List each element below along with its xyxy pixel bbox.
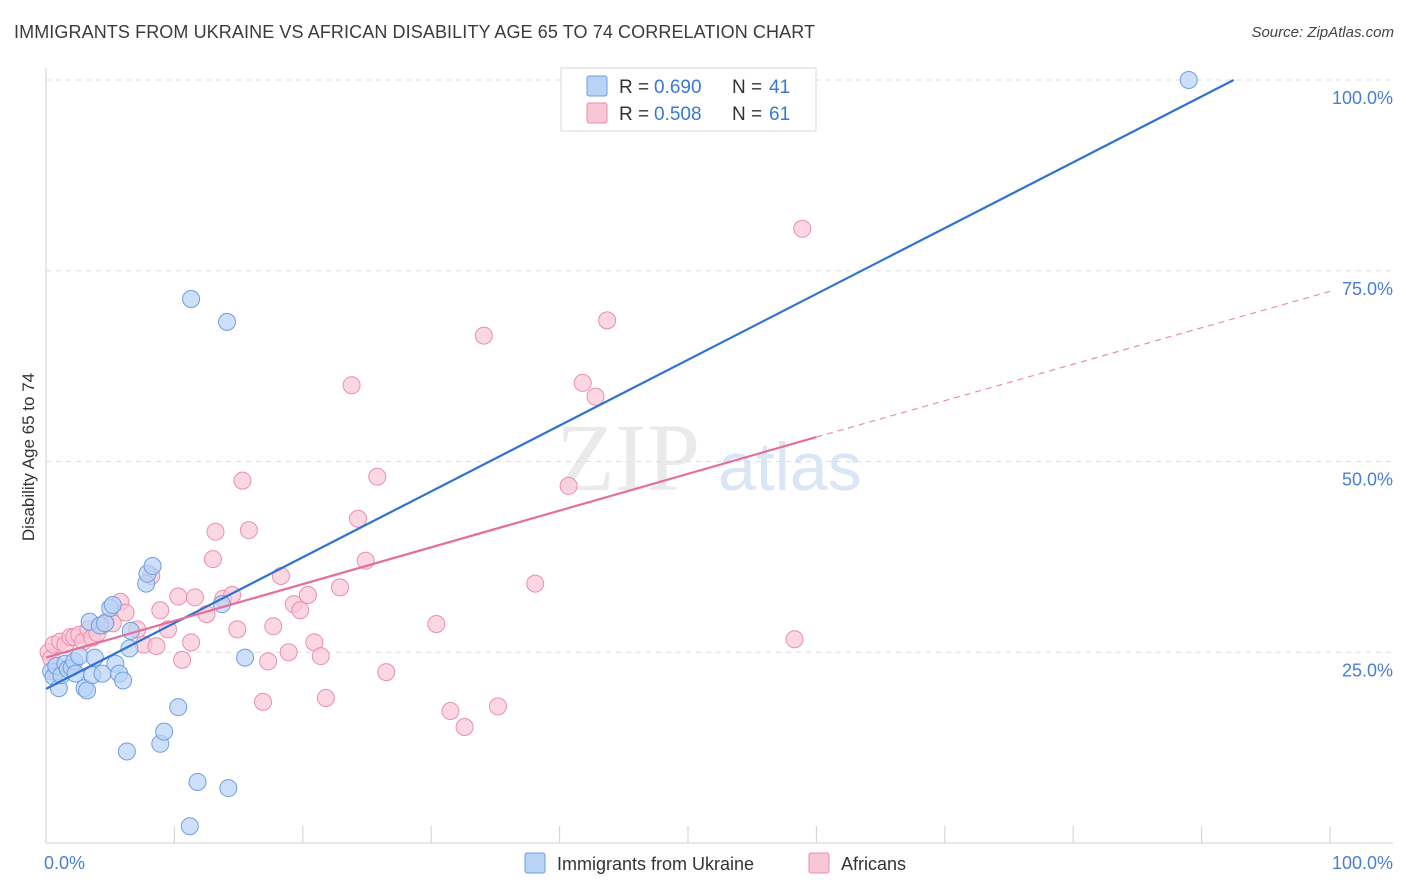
africans-point <box>793 219 812 238</box>
africans-point <box>559 476 578 495</box>
legend-n-label-africans: N = <box>732 104 762 125</box>
africans-point <box>264 617 283 636</box>
africans-point <box>182 633 201 652</box>
ukraine-point <box>155 722 174 741</box>
legend-swatch-africans <box>586 102 608 124</box>
africans-point <box>573 373 592 392</box>
africans-point <box>441 702 460 721</box>
ukraine-point <box>188 772 207 791</box>
legend-n-label-ukraine: N = <box>732 77 762 98</box>
africans-point <box>526 574 545 593</box>
legend-n-value-ukraine: 41 <box>769 77 790 98</box>
africans-point <box>316 689 335 708</box>
africans-point <box>206 522 225 541</box>
africans-point <box>279 643 298 662</box>
africans-point <box>233 471 252 490</box>
y-tick-label: 25.0% <box>1342 660 1393 680</box>
ukraine-point <box>78 681 97 700</box>
africans-point <box>203 550 222 569</box>
africans-point <box>147 637 166 656</box>
chart-title: IMMIGRANTS FROM UKRAINE VS AFRICAN DISAB… <box>14 22 816 42</box>
ukraine-point <box>96 614 115 633</box>
trend-line-africans <box>45 436 817 659</box>
ukraine-point <box>117 742 136 761</box>
y-tick-label: 50.0% <box>1342 470 1393 490</box>
africans-point <box>349 509 368 528</box>
africans-point <box>228 620 247 639</box>
africans-point <box>488 697 507 716</box>
africans-point <box>259 652 278 671</box>
legend-swatch-ukraine <box>586 75 608 97</box>
ukraine-point <box>169 698 188 717</box>
x-tick-label-min: 0.0% <box>44 853 85 873</box>
y-axis-label: Disability Age 65 to 74 <box>19 373 38 541</box>
africans-point <box>169 587 188 606</box>
africans-point <box>239 521 258 540</box>
ukraine-point <box>114 671 133 690</box>
points <box>39 71 1198 836</box>
legend-n-value-africans: 61 <box>769 104 790 125</box>
series-legend-label-africans: Africans <box>841 854 906 874</box>
trend-lines <box>45 79 1331 690</box>
series-legend-swatch-africans <box>808 852 830 874</box>
correlation-legend: R = 0.690 N = 41 R = 0.508 N = 61 <box>560 67 817 132</box>
africans-point <box>474 326 493 345</box>
y-tick-label: 100.0% <box>1332 88 1393 108</box>
series-legend-swatch-ukraine <box>524 852 546 874</box>
ukraine-point <box>103 595 122 614</box>
legend-r-label-ukraine: R = <box>619 77 649 98</box>
legend-r-label-africans: R = <box>619 104 649 125</box>
watermark-atlas: atlas <box>718 429 862 505</box>
africans-point <box>427 615 446 634</box>
grid <box>46 79 1393 653</box>
africans-point <box>298 586 317 605</box>
africans-point <box>291 601 310 620</box>
africans-point <box>311 647 330 666</box>
ukraine-point <box>143 557 162 576</box>
y-tick-label: 75.0% <box>1342 279 1393 299</box>
watermark-zip: ZIP <box>556 404 700 511</box>
ukraine-point <box>236 648 255 667</box>
africans-point <box>253 692 272 711</box>
chart-source: Source: ZipAtlas.com <box>1251 24 1394 41</box>
africans-point <box>785 630 804 649</box>
ukraine-point <box>219 779 238 798</box>
africans-point <box>598 311 617 330</box>
africans-point <box>377 663 396 682</box>
africans-point <box>455 718 474 737</box>
africans-point <box>586 387 605 406</box>
ukraine-point <box>218 312 237 331</box>
ukraine-point <box>182 289 201 308</box>
x-tick-label-max: 100.0% <box>1332 853 1393 873</box>
legend-r-value-africans: 0.508 <box>654 104 702 125</box>
africans-point <box>331 578 350 597</box>
trend-line-extension-africans <box>816 290 1331 438</box>
africans-point <box>173 650 192 669</box>
africans-point <box>368 467 387 486</box>
axes: 25.0% 50.0% 75.0% 100.0% <box>45 68 1393 844</box>
series-legend-label-ukraine: Immigrants from Ukraine <box>557 854 754 874</box>
legend-r-value-ukraine: 0.690 <box>654 77 702 98</box>
africans-point <box>342 376 361 395</box>
ukraine-point <box>1179 71 1198 89</box>
ukraine-point <box>180 817 199 836</box>
africans-point <box>151 601 170 620</box>
africans-point <box>185 588 204 607</box>
series-legend: Immigrants from Ukraine Africans <box>524 852 906 874</box>
trend-line-ukraine <box>45 79 1235 690</box>
africans-point <box>271 566 290 585</box>
